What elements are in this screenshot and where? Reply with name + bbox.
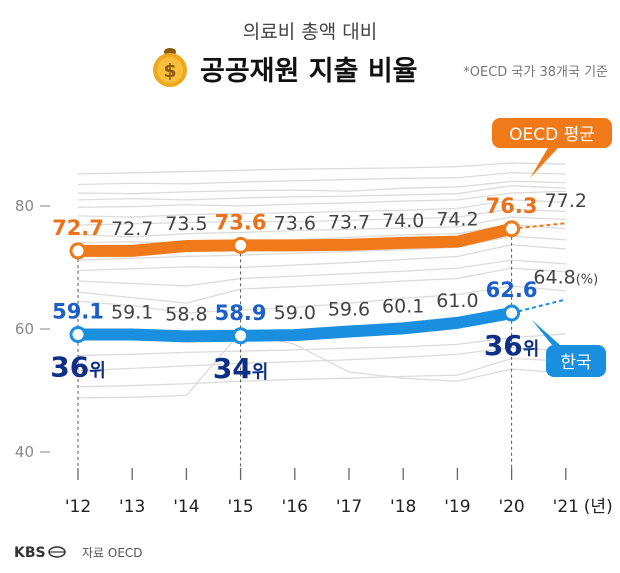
korea-value-label: 59.0 xyxy=(274,302,316,324)
oecd-value-label: 73.6 xyxy=(215,210,267,234)
legend-oecd-label: OECD 평균 xyxy=(509,125,595,145)
oecd-marker xyxy=(232,236,250,254)
x-tick-label: '20 xyxy=(498,497,524,517)
legend-korea: 한국 xyxy=(532,320,606,377)
svg-text:$: $ xyxy=(163,60,176,82)
korea-value-label: 58.9 xyxy=(215,301,267,325)
x-tick-label: '12 xyxy=(65,497,91,517)
background-country-line xyxy=(77,331,566,399)
korea-marker xyxy=(232,327,250,345)
korea-line xyxy=(72,307,518,343)
background-country-line xyxy=(77,259,566,287)
x-tick-label: '18 xyxy=(390,497,416,517)
korea-value-label: 59.1 xyxy=(111,302,153,324)
oecd-value-label: 74.0 xyxy=(382,210,424,232)
background-country-line xyxy=(77,346,566,372)
oecd-value-label: 72.7 xyxy=(111,218,153,240)
x-axis: '12 '13 '14 '15 '16 '17 '18 '19 '20 '21 (년) xyxy=(65,468,613,517)
background-country-line xyxy=(77,285,566,314)
background-country-line xyxy=(77,162,566,175)
x-tick-label: '14 xyxy=(173,497,199,517)
korea-value-label: 61.0 xyxy=(436,290,478,312)
chart-note: *OECD 국가 38개국 기준 xyxy=(463,65,608,80)
korea-projected-line xyxy=(511,298,567,314)
korea-value-label: 64.8(%) xyxy=(533,266,598,288)
y-tick-label: 40 xyxy=(15,443,34,461)
background-country-line xyxy=(77,244,566,272)
oecd-value-label: 73.5 xyxy=(165,213,207,235)
korea-value-label: 60.1 xyxy=(382,295,424,317)
korea-marker xyxy=(503,304,521,322)
background-country-line xyxy=(77,185,566,201)
oecd-value-label: 76.3 xyxy=(486,194,538,218)
x-tick-label: '17 xyxy=(336,497,362,517)
y-unit-label: (%) xyxy=(576,272,599,287)
chart-subtitle: 의료비 총액 대비 xyxy=(243,21,377,43)
x-tick-label: '13 xyxy=(119,497,145,517)
logo-text: KBS xyxy=(14,545,46,561)
kbs-logo: KBS xyxy=(14,545,66,561)
data-labels: 72.7 72.7 73.5 73.6 73.6 73.7 74.0 74.2 76.3 77.2… xyxy=(50,190,598,385)
background-country-line xyxy=(77,235,566,261)
background-country-line xyxy=(77,180,566,195)
korea-rank-label: 34위 xyxy=(213,352,269,385)
background-country-line xyxy=(77,190,566,208)
oecd-value-label: 77.2 xyxy=(545,190,587,212)
x-unit-label: (년) xyxy=(584,497,613,517)
korea-marker xyxy=(69,326,87,344)
oecd-value-label: 73.6 xyxy=(274,212,316,234)
x-tick-label: '16 xyxy=(282,497,308,517)
oecd-value-label: 74.2 xyxy=(436,209,478,231)
korea-value-label: 59.6 xyxy=(328,298,370,320)
oecd-value-label: 73.7 xyxy=(328,212,370,234)
korea-value-label: 59.1 xyxy=(52,300,104,324)
oecd-average-line xyxy=(72,222,518,257)
korea-value-label: 58.8 xyxy=(165,303,207,325)
korea-value-label: 62.6 xyxy=(486,278,538,302)
x-tick-label: '19 xyxy=(444,497,470,517)
y-tick-label: 80 xyxy=(15,197,34,215)
background-country-line xyxy=(77,216,566,238)
oecd-projected-line xyxy=(511,222,566,230)
korea-rank-label: 36위 xyxy=(484,329,540,362)
y-tick-label: 60 xyxy=(15,320,34,338)
background-country-line xyxy=(77,267,566,304)
background-country-line xyxy=(77,172,566,186)
oecd-value-label: 72.7 xyxy=(52,216,104,240)
background-country-line xyxy=(77,199,566,218)
oecd-marker xyxy=(69,242,87,260)
background-country-line xyxy=(77,357,566,388)
source-text: 자료 OECD xyxy=(82,546,143,560)
highlight-guides xyxy=(77,236,513,468)
chart-title: 공공재원 지출 비율 xyxy=(200,56,418,87)
coin-icon: $ xyxy=(153,48,187,87)
background-country-line xyxy=(77,333,566,357)
legend-korea-label: 한국 xyxy=(560,353,591,373)
legend-oecd: OECD 평균 xyxy=(492,118,612,178)
x-tick-label: '15 xyxy=(227,497,253,517)
x-tick-label: '21 xyxy=(553,497,579,517)
oecd-marker xyxy=(503,220,521,238)
series-layer xyxy=(69,220,567,345)
y-axis: 40 60 80 xyxy=(15,197,50,461)
background-country-line xyxy=(77,208,566,226)
